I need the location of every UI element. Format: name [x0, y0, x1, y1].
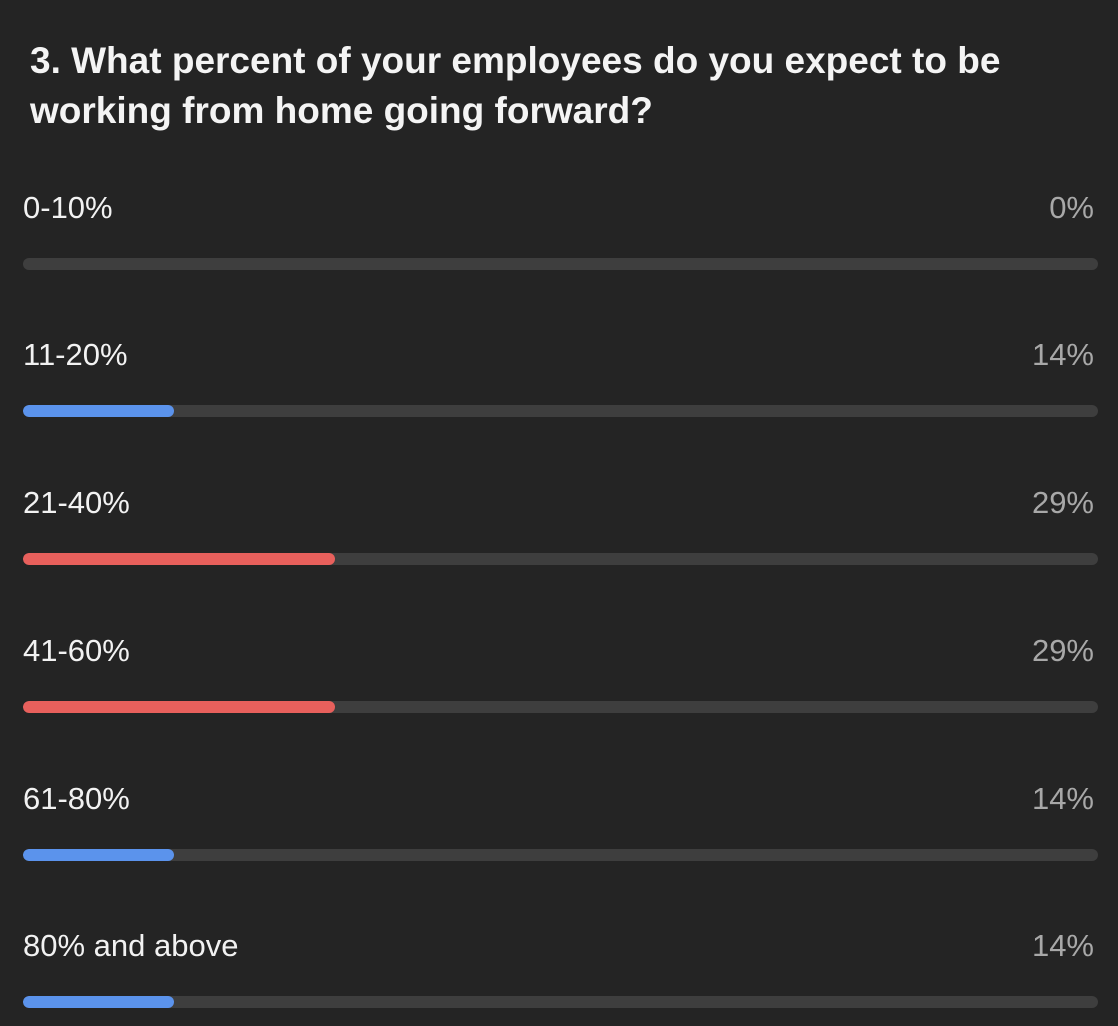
progress-fill	[23, 405, 174, 417]
option-label: 11-20%	[23, 337, 128, 372]
option-label: 61-80%	[23, 781, 130, 816]
progress-fill	[23, 996, 174, 1008]
option-percent: 14%	[1031, 337, 1094, 372]
poll-option-21-40: 21-40% 29%	[23, 485, 1098, 565]
option-percent: 29%	[1031, 633, 1094, 668]
progress-fill	[23, 849, 174, 861]
progress-fill	[23, 701, 335, 713]
poll-option-41-60: 41-60% 29%	[23, 633, 1098, 713]
progress-track	[23, 996, 1098, 1008]
option-label: 0-10%	[23, 190, 113, 225]
option-label: 80% and above	[23, 928, 239, 963]
progress-track	[23, 849, 1098, 861]
progress-track	[23, 405, 1098, 417]
poll-option-11-20: 11-20% 14%	[23, 337, 1098, 417]
option-percent: 14%	[1031, 928, 1094, 963]
option-percent: 14%	[1031, 781, 1094, 816]
poll-question: 3. What percent of your employees do you…	[30, 40, 1001, 131]
progress-track	[23, 701, 1098, 713]
poll-option-80-and-above: 80% and above 14%	[23, 928, 1098, 1008]
progress-track	[23, 553, 1098, 565]
progress-fill	[23, 553, 335, 565]
option-label: 21-40%	[23, 485, 130, 520]
option-percent: 29%	[1031, 485, 1094, 520]
option-percent: 0%	[1049, 190, 1094, 225]
poll-option-61-80: 61-80% 14%	[23, 781, 1098, 861]
option-label: 41-60%	[23, 633, 130, 668]
poll-option-0-10: 0-10% 0%	[23, 190, 1098, 270]
progress-track	[23, 258, 1098, 270]
